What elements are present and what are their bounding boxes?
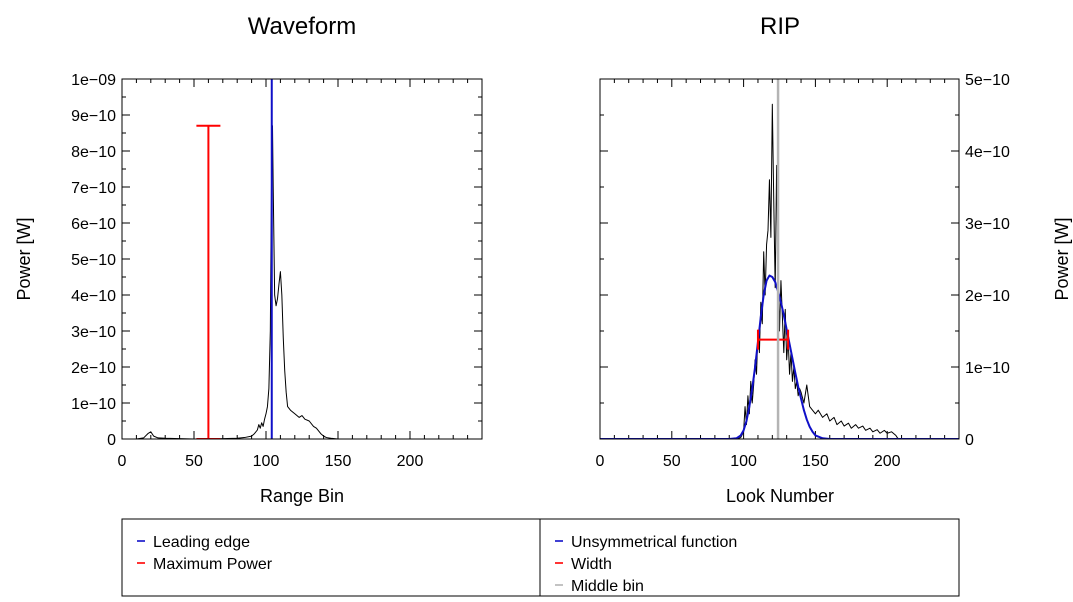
- waveform-y-tick-label-6: 6e−10: [71, 216, 116, 233]
- rip-x-axis-label: Look Number: [726, 486, 834, 506]
- waveform-y-tick-label-3: 3e−10: [71, 324, 116, 341]
- rip-marks: [600, 79, 959, 439]
- waveform-y-tick-label-8: 8e−10: [71, 144, 116, 161]
- rip-y-tick-label-3: 3e−10: [965, 216, 1010, 233]
- waveform-y-tick-label-7: 7e−10: [71, 180, 116, 197]
- rip-series-unsymmetrical-function: [600, 274, 959, 439]
- waveform-x-tick-label-150: 150: [325, 453, 352, 470]
- waveform-y-tick-label-4: 4e−10: [71, 288, 116, 305]
- legend-label-leading-edge: Leading edge: [153, 534, 250, 551]
- waveform-x-tick-label-50: 50: [185, 453, 203, 470]
- rip-plot-frame: [599, 78, 960, 440]
- rip-title: RIP: [760, 13, 800, 40]
- rip-x-tick-label-150: 150: [802, 453, 829, 470]
- rip-series-rip: [600, 103, 959, 439]
- legend-label-maximum-power: Maximum Power: [153, 556, 273, 573]
- rip-y-axis-label: Power [W]: [1052, 217, 1072, 300]
- rip-y-tick-label-1: 1e−10: [965, 360, 1010, 377]
- rip-y-tick-label-5: 5e−10: [965, 72, 1010, 89]
- waveform-x-tick-label-100: 100: [253, 453, 280, 470]
- waveform-y-tick-label-10: 1e−09: [71, 72, 116, 89]
- waveform-ticks: 0 50 100 150 200 0 1e−10 2e−10 3e−10 4e−10 5e−10 6e…: [71, 72, 482, 470]
- waveform-y-tick-label-1: 1e−10: [71, 396, 116, 413]
- rip-y-tick-label-0: 0: [965, 432, 974, 449]
- waveform-x-tick-label-0: 0: [118, 453, 127, 470]
- waveform-title: Waveform: [248, 13, 356, 40]
- legend: Leading edge Maximum Power Unsymmetrical…: [121, 518, 960, 597]
- waveform-x-axis-label: Range Bin: [260, 486, 344, 506]
- legend-label-middle-bin: Middle bin: [571, 578, 644, 595]
- legend-label-unsymmetrical-function: Unsymmetrical function: [571, 534, 737, 551]
- waveform-marks: [122, 79, 482, 439]
- rip-x-tick-label-100: 100: [730, 453, 757, 470]
- rip-x-tick-label-200: 200: [874, 453, 901, 470]
- waveform-series-waveform: [122, 125, 482, 439]
- waveform-x-tick-label-200: 200: [397, 453, 424, 470]
- legend-label-width: Width: [571, 556, 612, 573]
- waveform-y-tick-label-9: 9e−10: [71, 108, 116, 125]
- waveform-panel: Waveform Range Bin Power [W] 0 50 100 150 20…: [14, 13, 483, 506]
- rip-panel: RIP Look Number Power [W] 0 50 100 150 200 0 1…: [596, 13, 1072, 506]
- waveform-y-tick-label-5: 5e−10: [71, 252, 116, 269]
- waveform-y-axis-label: Power [W]: [14, 217, 34, 300]
- waveform-y-tick-label-2: 2e−10: [71, 360, 116, 377]
- rip-series-width: [756, 329, 790, 350]
- waveform-plot-frame: [121, 78, 483, 440]
- rip-x-tick-label-50: 50: [663, 453, 681, 470]
- rip-ticks: 0 50 100 150 200 0 1e−10 2e−10 3e−10 4e−10 5e−10: [596, 72, 1010, 470]
- waveform-y-tick-label-0: 0: [107, 432, 116, 449]
- waveform-series-maximum-power: [196, 124, 221, 439]
- rip-y-tick-label-4: 4e−10: [965, 144, 1010, 161]
- rip-x-tick-label-0: 0: [596, 453, 605, 470]
- rip-y-tick-label-2: 2e−10: [965, 288, 1010, 305]
